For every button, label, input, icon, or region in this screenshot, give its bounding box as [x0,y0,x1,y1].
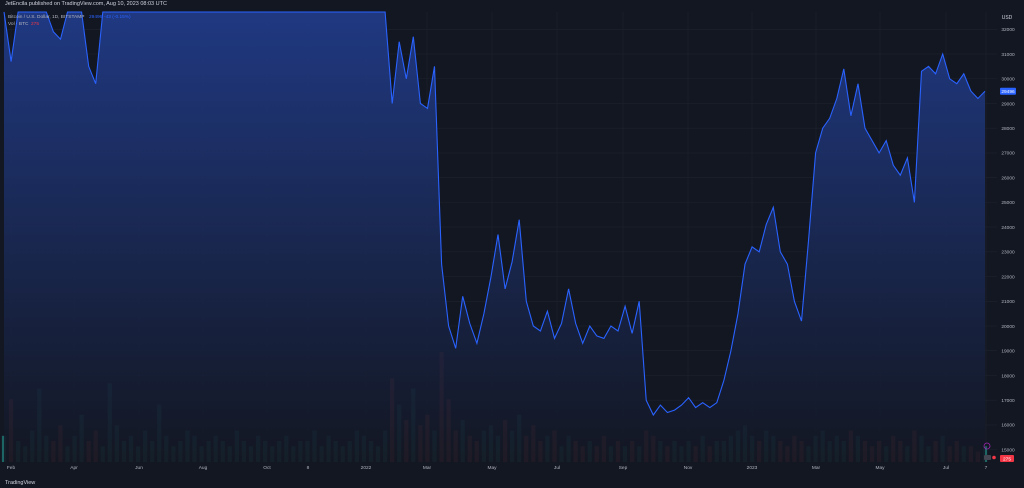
last-price-label: 29496 [1001,89,1015,95]
last-volume-label: 275 [1003,457,1011,463]
x-tick-label: Mar [812,465,821,471]
y-tick-label: 25000 [1001,200,1015,206]
legend-price: 29496 [89,14,103,20]
y-tick-label: 27000 [1001,151,1015,157]
y-tick-label: 18000 [1001,373,1015,379]
legend-volume-value: 275 [31,21,39,27]
price-axis[interactable]: 15000 16000 17000 18000 19000 20000 21000 22000… [1001,27,1015,453]
y-tick-label: 15000 [1001,447,1015,453]
x-tick-label: 2023 [747,465,758,471]
legend-volume-label[interactable]: Vol · BTC [8,21,29,27]
tradingview-logo[interactable]: TradingView [5,480,36,486]
y-tick-label: 30000 [1001,77,1015,83]
x-tick-label: Nov [684,465,693,471]
x-tick-label: Jul [943,465,949,471]
footer: TradingView [0,479,1024,488]
price-line [3,11,986,417]
x-tick-label: Apr [70,465,78,471]
x-tick-label: Mar [423,465,432,471]
x-tick-label: Feb [7,465,16,471]
x-tick-label: Sep [619,465,628,471]
price-chart[interactable]: 15000 16000 17000 18000 19000 20000 21000 22000… [0,10,1024,479]
y-tick-label: 22000 [1001,274,1015,280]
price-area [4,12,985,462]
x-tick-label: 8 [307,465,310,471]
x-tick-label: May [875,465,885,471]
y-tick-label: 21000 [1001,299,1015,305]
x-tick-label: Jul [554,465,560,471]
x-tick-label: Aug [199,465,208,471]
publish-bar: JetEncila published on TradingView.com, … [0,0,1024,10]
last-price-tag: 29496 [1000,87,1016,95]
legend-change: -43 (-0.15%) [104,14,131,20]
last-volume-tag: 275 [1000,455,1014,463]
y-tick-label: 32000 [1001,27,1015,33]
y-tick-label: 17000 [1001,398,1015,404]
x-tick-label: Oct [263,465,271,471]
x-tick-label: May [487,465,497,471]
x-tick-label: Jun [135,465,143,471]
y-tick-label: 24000 [1001,225,1015,231]
y-tick-label: 19000 [1001,349,1015,355]
event-icons[interactable] [983,442,996,460]
y-tick-label: 20000 [1001,324,1015,330]
y-tick-label: 31000 [1001,52,1015,58]
currency-label[interactable]: USD [1002,15,1013,21]
publish-text: JetEncila published on TradingView.com, … [5,1,167,7]
y-tick-label: 29000 [1001,101,1015,107]
y-tick-label: 16000 [1001,423,1015,429]
legend-symbol[interactable]: Bitcoin / U.S. Dollar, 1D, BITSTAMP [8,14,84,20]
y-tick-label: 23000 [1001,250,1015,256]
dividend-icon[interactable] [984,455,991,460]
x-tick-label: 2022 [361,465,372,471]
y-tick-label: 28000 [1001,126,1015,132]
flag-icon[interactable] [992,455,996,460]
event-marker-icon[interactable] [983,442,991,450]
x-tick-label: 7 [985,465,988,471]
y-tick-label: 26000 [1001,175,1015,181]
time-axis[interactable]: Feb Apr Jun Aug Oct 8 2022 Mar May Jul Sep Nov 2023 M… [7,465,988,471]
